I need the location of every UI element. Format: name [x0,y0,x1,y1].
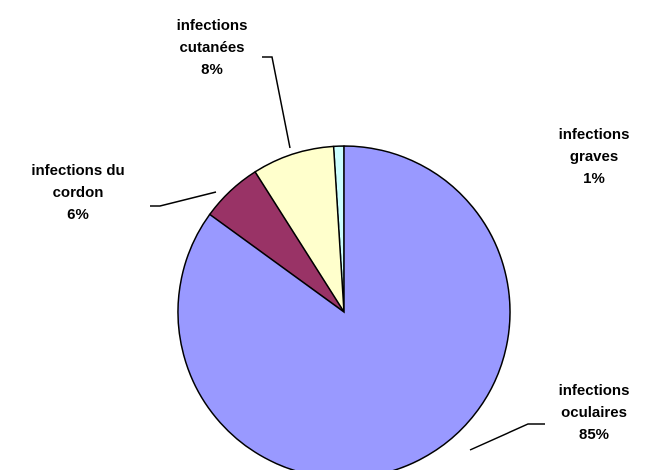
slice-label: infections du cordon 6% [5,160,151,226]
value-label: 1% [583,170,605,187]
value-label: 6% [67,206,89,223]
category-label: infections cutanées [176,17,248,56]
category-label: infections du cordon [31,162,125,201]
category-label: infections oculaires [558,382,630,421]
value-label: 85% [578,426,610,443]
pie-slice [177,145,511,470]
slice-label: infections cutanées 8% [150,15,274,81]
slice-label: infections graves 1% [534,124,654,190]
value-label: 8% [201,61,223,78]
slice-label: infections oculaires 85% [534,380,654,446]
leader-line [150,191,217,207]
leader-line [262,56,291,149]
category-label: infections graves [558,126,630,165]
leader-line [469,423,545,451]
